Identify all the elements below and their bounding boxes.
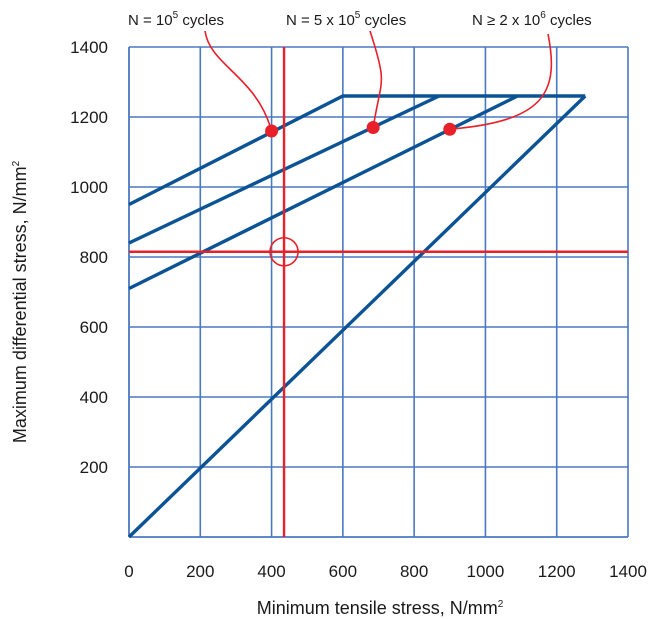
x-tick-label: 800 [400,562,428,581]
annotation-labels: N = 105 cycles N = 5 x 105 cycles N ≥ 2 … [128,10,592,29]
annotation-label-1: N = 105 cycles [128,10,224,29]
x-tick-label: 600 [329,562,357,581]
series-line-4 [128,94,519,291]
y-tick-label: 800 [80,248,108,267]
callouts [204,30,553,138]
data-point-marker-1 [265,124,279,138]
series-line-1 [127,94,587,539]
annotation-label-3: N ≥ 2 x 106 cycles [472,10,592,29]
callout-leader-2 [369,30,383,128]
x-tick-label: 1000 [467,562,505,581]
callout-leader-1 [204,30,273,132]
x-axis-title: Minimum tensile stress, N/mm2 [257,598,504,618]
reference-circle [269,236,299,267]
y-tick-label: 1000 [70,178,108,197]
grid [128,46,629,538]
x-tick-label: 1200 [538,562,576,581]
tick-labels: 0 200 400 600 800 1000 1200 1400 200 400 600 800 100… [70,38,647,581]
x-tick-label: 1400 [609,562,647,581]
data-point-marker-2 [366,121,380,134]
data-point-marker-3 [443,122,457,136]
y-axis-title: Maximum differential stress, N/mm2 [10,160,30,443]
y-tick-label: 200 [80,458,108,477]
series-lines [127,94,587,539]
y-tick-label: 400 [80,388,108,407]
x-tick-label: 0 [124,562,133,581]
x-tick-label: 200 [186,562,214,581]
y-tick-label: 1400 [70,38,108,57]
y-tick-label: 600 [80,318,108,337]
y-tick-label: 1200 [70,108,108,127]
reference-lines [129,47,628,537]
x-tick-label: 400 [257,562,285,581]
series-line-2 [128,94,586,207]
annotation-label-2: N = 5 x 105 cycles [286,10,406,29]
callout-leader-3 [449,33,553,131]
